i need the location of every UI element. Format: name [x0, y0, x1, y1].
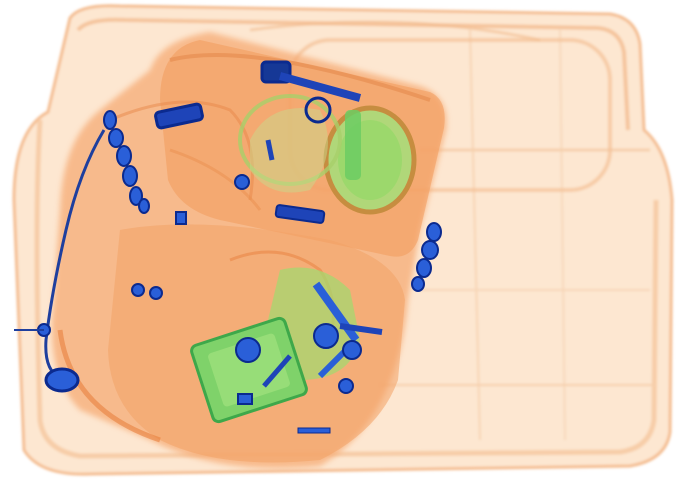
metal-items — [14, 60, 442, 434]
organic-items — [190, 94, 417, 424]
